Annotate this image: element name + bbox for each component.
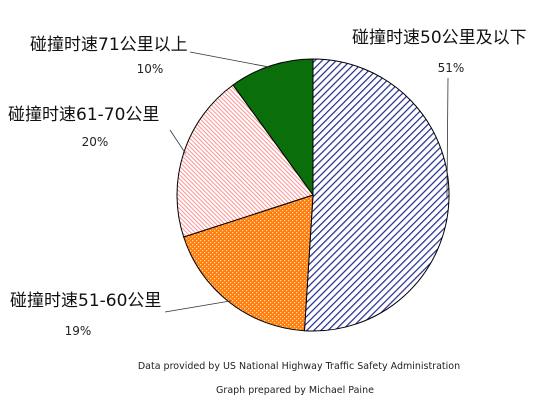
leader-line-slice-61-70 (169, 129, 186, 154)
graph-author-credit: Graph prepared by Michael Paine (216, 385, 374, 396)
leader-line-slice-up-to-50 (446, 77, 449, 200)
slice-label-up-to-50: 碰撞时速50公里及以下 (352, 28, 527, 48)
slice-value-71-plus: 10% (137, 62, 164, 76)
slice-value-51-60: 19% (65, 324, 92, 338)
slice-label-51-60: 碰撞时速51-60公里 (10, 291, 161, 311)
leader-line-slice-51-60 (164, 300, 231, 313)
slice-label-61-70: 碰撞时速61-70公里 (8, 105, 159, 125)
slice-51-60 (183, 194, 314, 332)
slice-label-71-plus: 碰撞时速71公里以上 (30, 35, 188, 55)
slice-71-plus (232, 58, 314, 197)
leader-line-slice-71-plus (189, 51, 272, 68)
slice-value-61-70: 20% (82, 135, 109, 149)
slice-value-up-to-50: 51% (438, 61, 465, 75)
slice-61-70 (176, 84, 314, 238)
data-source-credit: Data provided by US National Highway Tra… (138, 361, 460, 372)
slice-up-to-50 (303, 58, 450, 332)
